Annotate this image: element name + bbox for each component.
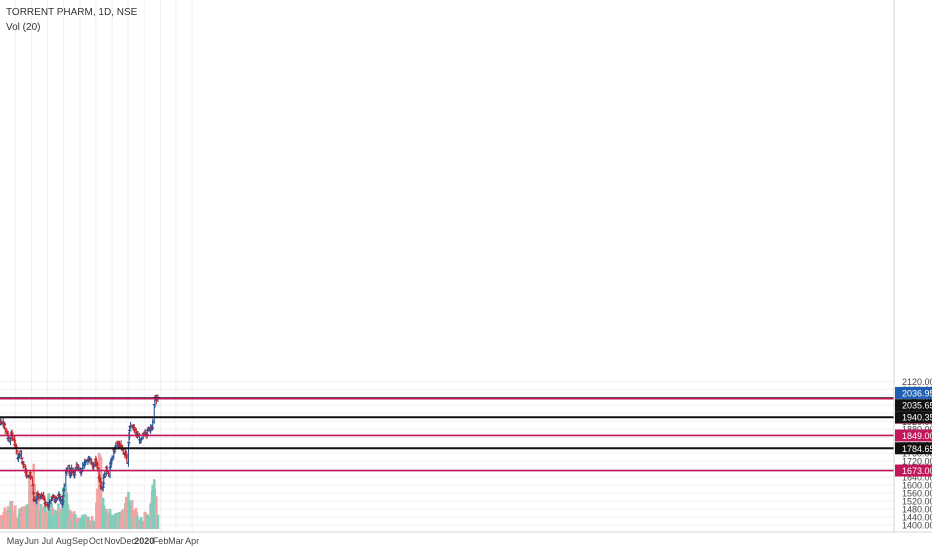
time-tick-label: Aug bbox=[56, 536, 72, 546]
volume-bar bbox=[13, 505, 17, 529]
time-tick-label: 2020 bbox=[134, 536, 154, 546]
volume-bars bbox=[0, 452, 160, 529]
volume-bar bbox=[114, 512, 118, 529]
price-tick-label: 1480.00 bbox=[902, 505, 932, 515]
volume-bar bbox=[48, 516, 51, 529]
volume-bar bbox=[26, 504, 29, 529]
symbol-title: TORRENT PHARM, 1D, NSE bbox=[6, 7, 138, 18]
volume-bar bbox=[85, 516, 88, 529]
volume-bar bbox=[136, 522, 140, 529]
volume-bar bbox=[118, 511, 121, 529]
time-tick-label: Oct bbox=[89, 536, 104, 546]
time-tick-label: Dec bbox=[120, 536, 137, 546]
level-label-bg bbox=[895, 429, 932, 442]
volume-bar bbox=[15, 517, 18, 529]
volume-bar bbox=[29, 488, 33, 529]
price-tick-label: 1520.00 bbox=[902, 497, 932, 507]
time-tick-label: Jul bbox=[42, 536, 54, 546]
time-tick-label: Sep bbox=[72, 536, 88, 546]
volume-bar bbox=[22, 506, 25, 529]
volume-bar bbox=[155, 496, 158, 529]
volume-bar bbox=[121, 509, 124, 529]
volume-bar bbox=[144, 511, 147, 529]
volume-bar bbox=[44, 511, 48, 529]
volume-bar bbox=[132, 510, 136, 529]
level-price-label: 1673.00 bbox=[902, 466, 932, 476]
price-tick-label: 1440.00 bbox=[902, 513, 932, 523]
volume-bar bbox=[96, 488, 99, 529]
volume-bar bbox=[147, 515, 151, 529]
volume-bar bbox=[33, 484, 37, 529]
volume-bar bbox=[103, 510, 107, 529]
volume-bar bbox=[81, 514, 84, 529]
volume-bar bbox=[125, 497, 129, 529]
volume-bar bbox=[129, 506, 132, 529]
price-axis-bg bbox=[894, 0, 932, 550]
volume-bar bbox=[51, 515, 55, 529]
volume-bar bbox=[140, 521, 143, 529]
time-tick-label: Feb bbox=[153, 536, 169, 546]
time-tick-label: Mar bbox=[168, 536, 184, 546]
volume-bar bbox=[92, 520, 96, 529]
time-tick-label: May bbox=[7, 536, 25, 546]
volume-bar bbox=[10, 500, 14, 529]
level-price-label: 1940.35 bbox=[902, 413, 932, 423]
volume-bar bbox=[110, 514, 114, 529]
price-tick-label: 1400.00 bbox=[902, 521, 932, 531]
volume-bar bbox=[11, 517, 14, 529]
volume-bar bbox=[121, 520, 125, 529]
price-axis[interactable]: 2120.002080.002040.002000.001960.001920.… bbox=[893, 0, 932, 550]
level-label-bg bbox=[895, 442, 932, 455]
volume-bar bbox=[47, 493, 51, 529]
volume-bar bbox=[156, 514, 160, 529]
volume-bar bbox=[7, 513, 11, 529]
level-price-label: 1849.00 bbox=[902, 431, 932, 441]
level-price-label: 2036.95 bbox=[902, 388, 932, 398]
level-price-labels: 2036.952035.652033.001940.351849.001784.… bbox=[895, 386, 932, 477]
level-label-bg bbox=[895, 386, 932, 399]
time-tick-label: Jun bbox=[24, 536, 39, 546]
volume-bar bbox=[99, 457, 103, 529]
price-tick-label: 2120.00 bbox=[902, 377, 932, 387]
time-tick-label: Apr bbox=[185, 536, 199, 546]
level-label-bg bbox=[895, 411, 932, 424]
price-tick-label: 1560.00 bbox=[902, 489, 932, 499]
volume-bar bbox=[40, 506, 44, 529]
volume-bar bbox=[107, 512, 110, 529]
level-label-bg bbox=[895, 399, 932, 412]
volume-bar bbox=[88, 520, 92, 529]
volume-bar bbox=[55, 512, 59, 529]
volume-bar bbox=[62, 510, 66, 529]
volume-bar bbox=[59, 511, 62, 529]
volume-bar bbox=[18, 509, 22, 529]
horizontal-levels[interactable] bbox=[0, 397, 894, 472]
volume-bar bbox=[37, 496, 40, 529]
level-label-bg bbox=[895, 464, 932, 477]
volume-bar bbox=[77, 522, 81, 529]
volume-bar bbox=[73, 514, 77, 529]
grid-lines bbox=[0, 0, 894, 532]
price-tick-label: 1600.00 bbox=[902, 481, 932, 491]
time-tick-label: Nov bbox=[104, 536, 121, 546]
volume-bar bbox=[151, 484, 154, 529]
chart-legend: TORRENT PHARM, 1D, NSE Vol (20) bbox=[6, 5, 137, 35]
price-tick-label: 1640.00 bbox=[902, 473, 932, 483]
level-price-label: 1784.65 bbox=[902, 444, 932, 454]
volume-bar bbox=[3, 515, 7, 529]
volume-bar bbox=[70, 519, 73, 529]
level-price-label: 2035.65 bbox=[902, 401, 932, 411]
price-tick-label: 1720.00 bbox=[902, 457, 932, 467]
volume-bar bbox=[0, 514, 3, 529]
volume-bar bbox=[66, 504, 70, 529]
volume-indicator-label: Vol (20) bbox=[6, 22, 41, 33]
